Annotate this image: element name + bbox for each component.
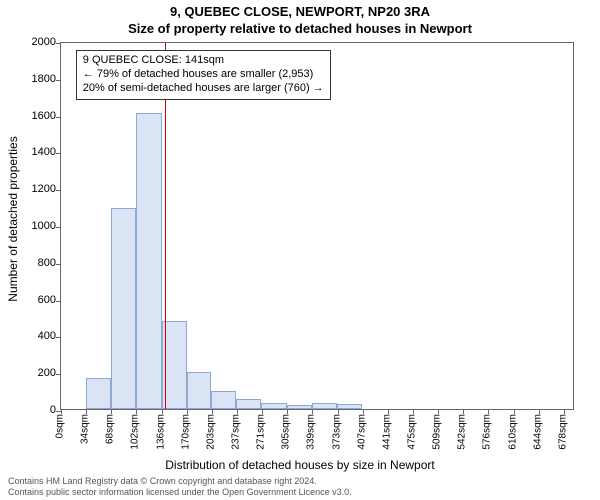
x-tick-label: 576sqm (482, 414, 493, 450)
x-tick-label: 441sqm (381, 414, 392, 450)
attribution-line-1: Contains HM Land Registry data © Crown c… (8, 476, 352, 486)
x-tick-label: 542sqm (457, 414, 468, 450)
x-tick-label: 644sqm (532, 414, 543, 450)
y-tick-mark (56, 153, 61, 154)
x-tick-label: 203sqm (205, 414, 216, 450)
y-tick-mark (56, 337, 61, 338)
x-tick-label: 678sqm (557, 414, 568, 450)
y-tick-label: 200 (16, 367, 56, 379)
y-tick-mark (56, 301, 61, 302)
annotation-line: ← 79% of detached houses are smaller (2,… (83, 68, 324, 82)
x-tick-label: 373sqm (331, 414, 342, 450)
x-axis-label: Distribution of detached houses by size … (0, 458, 600, 472)
histogram-bar (261, 403, 286, 409)
y-tick-mark (56, 227, 61, 228)
histogram-bar (312, 403, 337, 409)
x-tick-label: 610sqm (507, 414, 518, 450)
x-tick-label: 170sqm (180, 414, 191, 450)
x-tick-label: 475sqm (407, 414, 418, 450)
x-tick-label: 407sqm (356, 414, 367, 450)
y-tick-mark (56, 190, 61, 191)
y-tick-label: 800 (16, 257, 56, 269)
y-tick-label: 1800 (16, 73, 56, 85)
histogram-bar (287, 405, 312, 409)
x-tick-label: 339sqm (306, 414, 317, 450)
chart-title-line-2: Size of property relative to detached ho… (0, 21, 600, 36)
attribution-line-2: Contains public sector information licen… (8, 487, 352, 497)
histogram-bar (111, 208, 136, 409)
x-tick-label: 136sqm (155, 414, 166, 450)
y-tick-mark (56, 374, 61, 375)
x-tick-label: 68sqm (105, 414, 116, 444)
y-tick-mark (56, 264, 61, 265)
y-tick-label: 1000 (16, 220, 56, 232)
histogram-bar (236, 399, 261, 409)
histogram-bar (86, 378, 111, 409)
chart-title-line-1: 9, QUEBEC CLOSE, NEWPORT, NP20 3RA (0, 4, 600, 19)
x-tick-label: 305sqm (281, 414, 292, 450)
y-tick-mark (56, 80, 61, 81)
x-tick-label: 509sqm (432, 414, 443, 450)
histogram-bar (337, 404, 362, 409)
plot-area: 9 QUEBEC CLOSE: 141sqm← 79% of detached … (60, 42, 574, 410)
y-tick-label: 400 (16, 330, 56, 342)
y-tick-mark (56, 117, 61, 118)
annotation-line: 9 QUEBEC CLOSE: 141sqm (83, 54, 324, 68)
histogram-bar (187, 372, 211, 409)
annotation-line: 20% of semi-detached houses are larger (… (83, 82, 324, 96)
y-tick-label: 1200 (16, 183, 56, 195)
chart-container: 9, QUEBEC CLOSE, NEWPORT, NP20 3RA Size … (0, 0, 600, 500)
x-tick-label: 271sqm (256, 414, 267, 450)
x-tick-label: 34sqm (80, 414, 91, 444)
annotation-box: 9 QUEBEC CLOSE: 141sqm← 79% of detached … (76, 50, 331, 99)
y-tick-label: 2000 (16, 36, 56, 48)
y-tick-label: 600 (16, 294, 56, 306)
y-tick-label: 1600 (16, 110, 56, 122)
attribution: Contains HM Land Registry data © Crown c… (8, 476, 352, 497)
x-tick-label: 0sqm (55, 414, 66, 438)
histogram-bar (211, 391, 236, 409)
y-tick-mark (56, 43, 61, 44)
histogram-bar (136, 113, 161, 409)
y-tick-label: 0 (16, 404, 56, 416)
x-tick-label: 102sqm (130, 414, 141, 450)
y-tick-label: 1400 (16, 146, 56, 158)
x-tick-label: 237sqm (231, 414, 242, 450)
